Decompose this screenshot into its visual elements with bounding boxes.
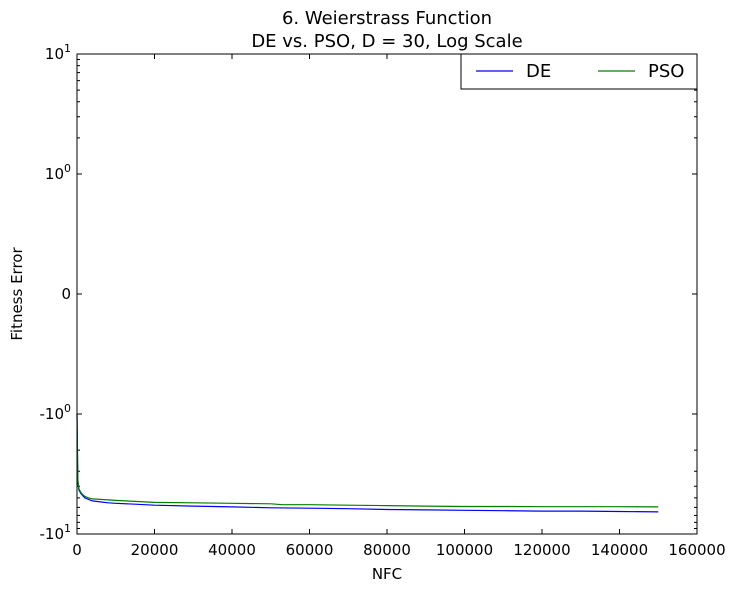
x-tick-label: 120000: [513, 541, 570, 559]
legend-label-pso: PSO: [648, 61, 684, 82]
series-line-pso: [76, 413, 659, 508]
x-tick-label: 60000: [286, 541, 334, 559]
legend-label-de: DE: [526, 61, 551, 82]
y-tick-label: 0: [61, 285, 71, 303]
x-axis-label: NFC: [372, 565, 402, 583]
chart-title: 6. Weierstrass Function: [282, 8, 492, 29]
x-tick-label: 140000: [591, 541, 648, 559]
y-tick-label: -101: [40, 522, 72, 543]
y-tick-label: -100: [40, 402, 72, 423]
y-axis-label: Fitness Error: [8, 247, 26, 341]
legend: DE PSO: [460, 53, 698, 90]
y-tick-label: 101: [45, 42, 71, 63]
x-tick-label: 80000: [363, 541, 411, 559]
x-tick-label: 160000: [668, 541, 725, 559]
x-tick-label: 20000: [131, 541, 179, 559]
series-line-de: [76, 413, 659, 513]
plot-frame: [76, 53, 698, 535]
x-axis: 0 20000 40000 60000 80000 100000 120000 140000 1…: [72, 54, 726, 559]
x-tick-label: 40000: [208, 541, 256, 559]
plot-area: [77, 54, 697, 534]
x-tick-label: 0: [72, 541, 82, 559]
x-tick-label: 100000: [436, 541, 493, 559]
series-lines: [76, 413, 659, 513]
chart-subtitle: DE vs. PSO, D = 30, Log Scale: [251, 31, 522, 52]
y-tick-label: 100: [45, 162, 71, 183]
y-axis: 101 100 0 -100 -101: [40, 42, 697, 543]
